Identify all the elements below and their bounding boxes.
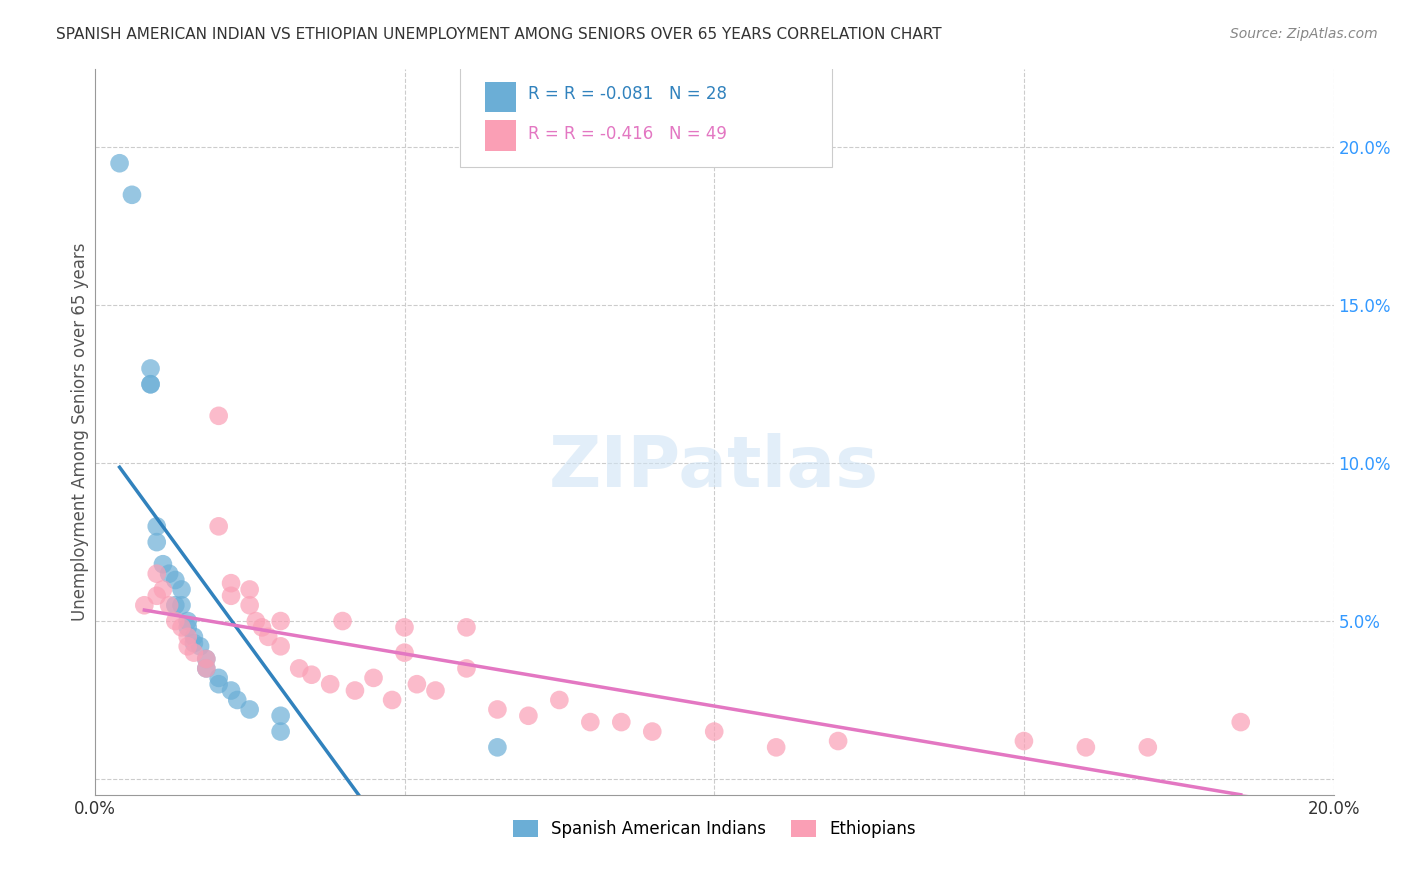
Point (394, 620, 416, 634)
Point (245, 614, 267, 628)
Point (1136, 740, 1159, 755)
Point (394, 646, 416, 660)
Point (270, 614, 292, 628)
Text: SPANISH AMERICAN INDIAN VS ETHIOPIAN UNEMPLOYMENT AMONG SENIORS OVER 65 YEARS CO: SPANISH AMERICAN INDIAN VS ETHIOPIAN UNE… (56, 27, 942, 42)
Point (183, 646, 205, 660)
Point (165, 599, 187, 613)
Point (250, 620, 273, 634)
Point (170, 582, 193, 597)
Point (195, 652, 218, 666)
Point (579, 715, 602, 730)
Point (456, 620, 478, 634)
FancyBboxPatch shape (460, 65, 832, 167)
Text: R = R = -0.081   N = 28: R = R = -0.081 N = 28 (479, 90, 678, 108)
Point (177, 614, 200, 628)
Point (486, 702, 509, 716)
Legend: Spanish American Indians, Ethiopians: Spanish American Indians, Ethiopians (506, 813, 922, 845)
Point (319, 677, 342, 691)
Point (195, 661, 218, 675)
Point (145, 535, 167, 549)
Point (610, 715, 633, 730)
Point (226, 693, 249, 707)
Point (641, 724, 664, 739)
Point (183, 630, 205, 644)
Point (301, 667, 323, 681)
Point (177, 620, 200, 634)
Point (183, 636, 205, 650)
Point (208, 409, 231, 423)
Point (765, 740, 787, 755)
Point (270, 724, 292, 739)
Point (157, 566, 180, 581)
Point (134, 599, 156, 613)
Point (827, 734, 849, 748)
Text: Source: ZipAtlas.com: Source: ZipAtlas.com (1230, 27, 1378, 41)
Point (343, 683, 366, 698)
Y-axis label: Unemployment Among Seniors over 65 years: Unemployment Among Seniors over 65 years (72, 243, 89, 621)
Point (170, 620, 193, 634)
Point (177, 640, 200, 654)
Point (152, 582, 174, 597)
Point (257, 630, 280, 644)
Point (195, 652, 218, 666)
Point (456, 661, 478, 675)
Point (108, 156, 131, 170)
Point (139, 361, 162, 376)
Point (219, 576, 242, 591)
Point (425, 683, 447, 698)
Point (170, 599, 193, 613)
Point (381, 693, 404, 707)
Point (139, 377, 162, 392)
Point (239, 702, 262, 716)
Point (1074, 740, 1097, 755)
Point (145, 589, 167, 603)
Text: R = R = -0.081   N = 28: R = R = -0.081 N = 28 (529, 85, 727, 103)
Point (486, 740, 509, 755)
Point (239, 582, 262, 597)
Point (288, 661, 311, 675)
Point (1229, 715, 1251, 730)
Point (332, 614, 354, 628)
Point (208, 519, 231, 533)
Point (208, 677, 231, 691)
Point (157, 599, 180, 613)
Point (152, 558, 174, 572)
Point (548, 693, 571, 707)
Point (517, 708, 540, 723)
Text: ZIPatlas: ZIPatlas (550, 434, 879, 502)
Point (1012, 734, 1035, 748)
Point (363, 671, 385, 685)
Point (195, 661, 218, 675)
Point (165, 573, 187, 587)
Point (270, 708, 292, 723)
Point (208, 671, 231, 685)
Point (406, 677, 429, 691)
Point (121, 187, 143, 202)
Point (139, 377, 162, 392)
Text: R = R = -0.416   N = 49: R = R = -0.416 N = 49 (529, 125, 727, 143)
Point (219, 589, 242, 603)
Point (219, 683, 242, 698)
FancyBboxPatch shape (485, 81, 516, 112)
Point (145, 519, 167, 533)
Point (165, 614, 187, 628)
Text: R = R = -0.416   N = 49: R = R = -0.416 N = 49 (479, 130, 678, 148)
Point (177, 630, 200, 644)
Point (145, 566, 167, 581)
Point (239, 599, 262, 613)
Point (188, 640, 211, 654)
Point (703, 724, 725, 739)
Point (270, 640, 292, 654)
FancyBboxPatch shape (485, 120, 516, 151)
